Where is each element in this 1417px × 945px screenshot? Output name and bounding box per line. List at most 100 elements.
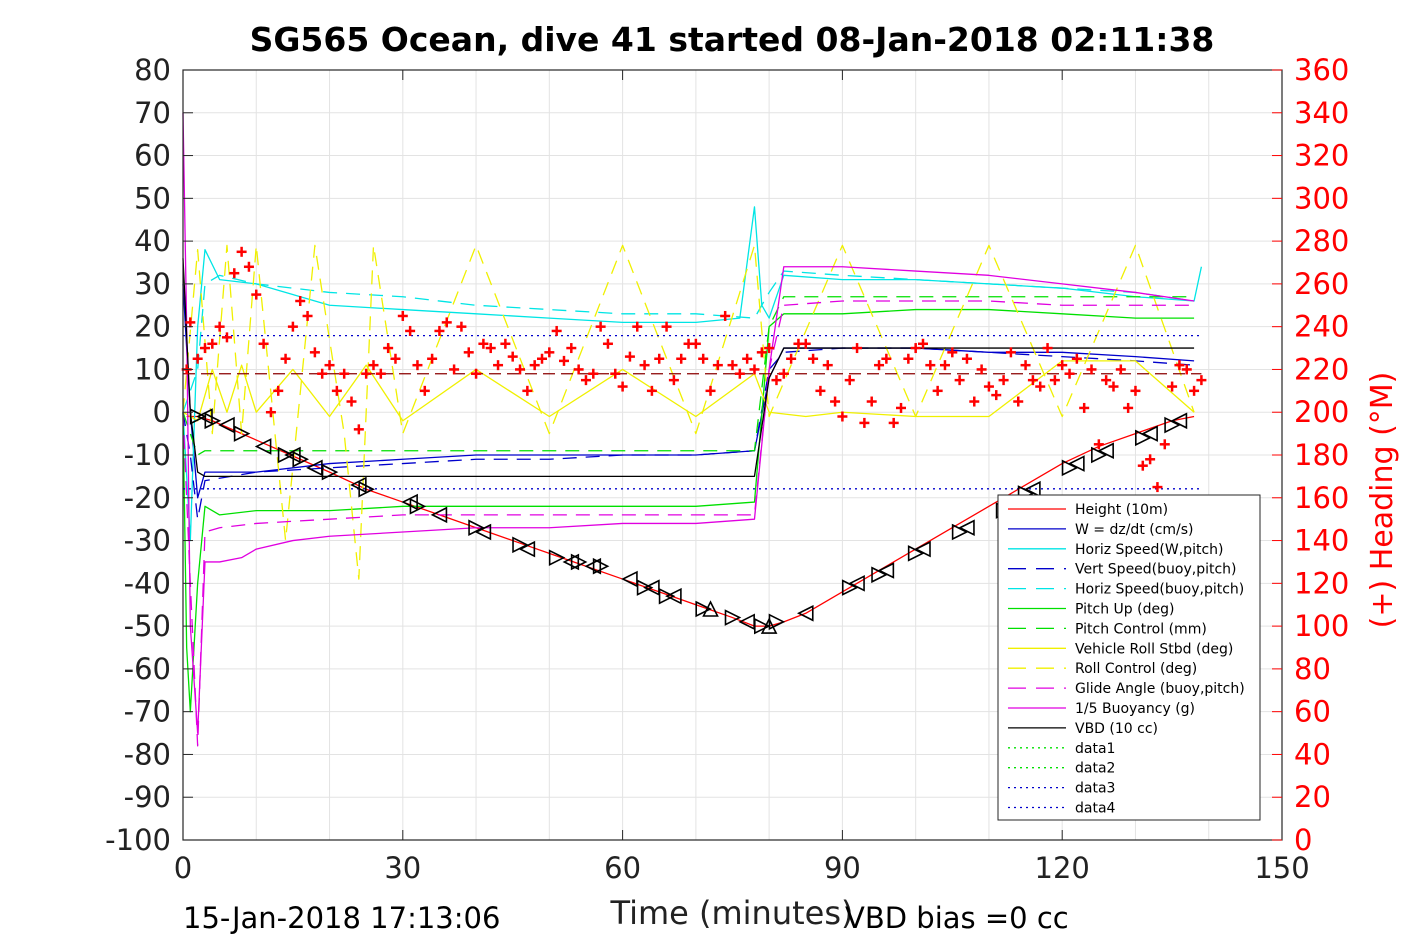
direction-marker: [1024, 480, 1041, 498]
direction-marker-layer: [189, 408, 1188, 635]
heading-point: [1086, 364, 1097, 375]
heading-point: [405, 325, 416, 336]
heading-point: [808, 353, 819, 364]
heading-point: [331, 385, 342, 396]
heading-point: [537, 353, 548, 364]
direction-marker: [636, 579, 654, 596]
legend-label-vehicle-roll-stbd-deg: Vehicle Roll Stbd (deg): [1075, 641, 1233, 657]
heading-point: [243, 261, 254, 272]
right-y-tick-label: 80: [1294, 652, 1331, 686]
series-layer: [182, 112, 1203, 747]
heading-point: [309, 347, 320, 358]
heading-point: [903, 353, 914, 364]
heading-point: [1152, 482, 1163, 493]
heading-point: [588, 368, 599, 379]
heading-point: [1167, 381, 1178, 392]
direction-marker: [796, 604, 814, 622]
direction-marker: [848, 575, 865, 592]
heading-point: [1145, 454, 1156, 465]
right-y-tick-label: 200: [1294, 395, 1349, 429]
heading-point: [185, 317, 196, 328]
heading-point: [976, 364, 987, 375]
heading-point: [427, 353, 438, 364]
heading-point: [361, 368, 372, 379]
heading-point: [815, 385, 826, 396]
heading-point: [859, 417, 870, 428]
heading-point: [624, 351, 635, 362]
heading-point: [764, 343, 775, 354]
heading-point: [236, 246, 247, 257]
heading-point: [390, 353, 401, 364]
heading-point: [1108, 381, 1119, 392]
heading-point: [207, 338, 218, 349]
x-tick-label: 60: [604, 851, 641, 885]
direction-marker: [702, 600, 719, 617]
x-tick-label: 120: [1035, 851, 1090, 885]
heading-point: [456, 321, 467, 332]
x-tick-label: 30: [384, 851, 421, 885]
direction-marker: [1061, 459, 1079, 477]
legend-label-vbd-10-cc: VBD (10 cc): [1075, 721, 1158, 737]
heading-point: [998, 375, 1009, 386]
heading-point: [273, 385, 284, 396]
heading-point: [844, 375, 855, 386]
heading-point: [925, 360, 936, 371]
heading-point: [1137, 460, 1148, 471]
y-tick-label: -20: [124, 481, 171, 515]
heading-point: [954, 375, 965, 386]
direction-marker: [292, 450, 310, 468]
legend-label-w-dz-dt-cm-s: W = dz/dt (cm/s): [1075, 522, 1194, 538]
heading-point: [1093, 439, 1104, 450]
legend-label-pitch-control-mm: Pitch Control (mm): [1075, 621, 1207, 637]
direction-marker: [1141, 425, 1158, 442]
heading-point: [441, 317, 452, 328]
heading-point: [1174, 360, 1185, 371]
direction-marker: [1170, 412, 1188, 430]
heading-point: [419, 385, 430, 396]
heading-point: [602, 338, 613, 349]
heading-point: [529, 360, 540, 371]
direction-marker: [218, 416, 235, 434]
heading-point: [1196, 375, 1207, 386]
heading-point: [265, 407, 276, 418]
heading-point: [734, 368, 745, 379]
legend-label-horiz-speed-buoy-pitch: Horiz Speed(buoy,pitch): [1075, 582, 1244, 598]
right-y-tick-label: 100: [1294, 609, 1349, 643]
direction-marker: [321, 463, 339, 481]
heading-point: [771, 375, 782, 386]
y-tick-label: -40: [124, 566, 171, 600]
direction-marker: [277, 446, 295, 464]
direction-marker: [754, 617, 771, 635]
heading-point: [302, 310, 313, 321]
series-pitch-control-mm: [182, 296, 1195, 456]
heading-point: [778, 368, 789, 379]
heading-point: [412, 360, 423, 371]
right-y-tick-label: 180: [1294, 438, 1349, 472]
heading-point: [199, 343, 210, 354]
heading-point: [866, 396, 877, 407]
heading-point: [566, 343, 577, 354]
heading-point: [324, 360, 335, 371]
direction-marker: [1164, 416, 1181, 434]
y-tick-label: 0: [153, 395, 171, 429]
heading-point: [221, 332, 232, 343]
direction-marker: [877, 562, 895, 579]
y-tick-label: -10: [124, 438, 171, 472]
direction-marker: [189, 408, 207, 425]
direction-marker: [1091, 446, 1108, 464]
heading-point: [632, 321, 643, 332]
legend-label-1-5-buoyancy-g: 1/5 Buoyancy (g): [1075, 701, 1195, 717]
heading-point: [295, 296, 306, 306]
x-tick-label: 150: [1254, 851, 1309, 885]
legend-label-glide-angle-buoy-pitch: Glide Angle (buoy,pitch): [1075, 681, 1245, 697]
legend-label-roll-control-deg: Roll Control (deg): [1075, 661, 1197, 677]
direction-marker: [951, 523, 969, 541]
heading-point: [610, 368, 621, 379]
heading-point: [837, 411, 848, 422]
heading-point: [698, 353, 709, 364]
y-tick-label: -70: [124, 695, 171, 729]
direction-marker: [468, 519, 485, 537]
y-tick-label: -30: [124, 524, 171, 558]
heading-point: [800, 338, 811, 349]
